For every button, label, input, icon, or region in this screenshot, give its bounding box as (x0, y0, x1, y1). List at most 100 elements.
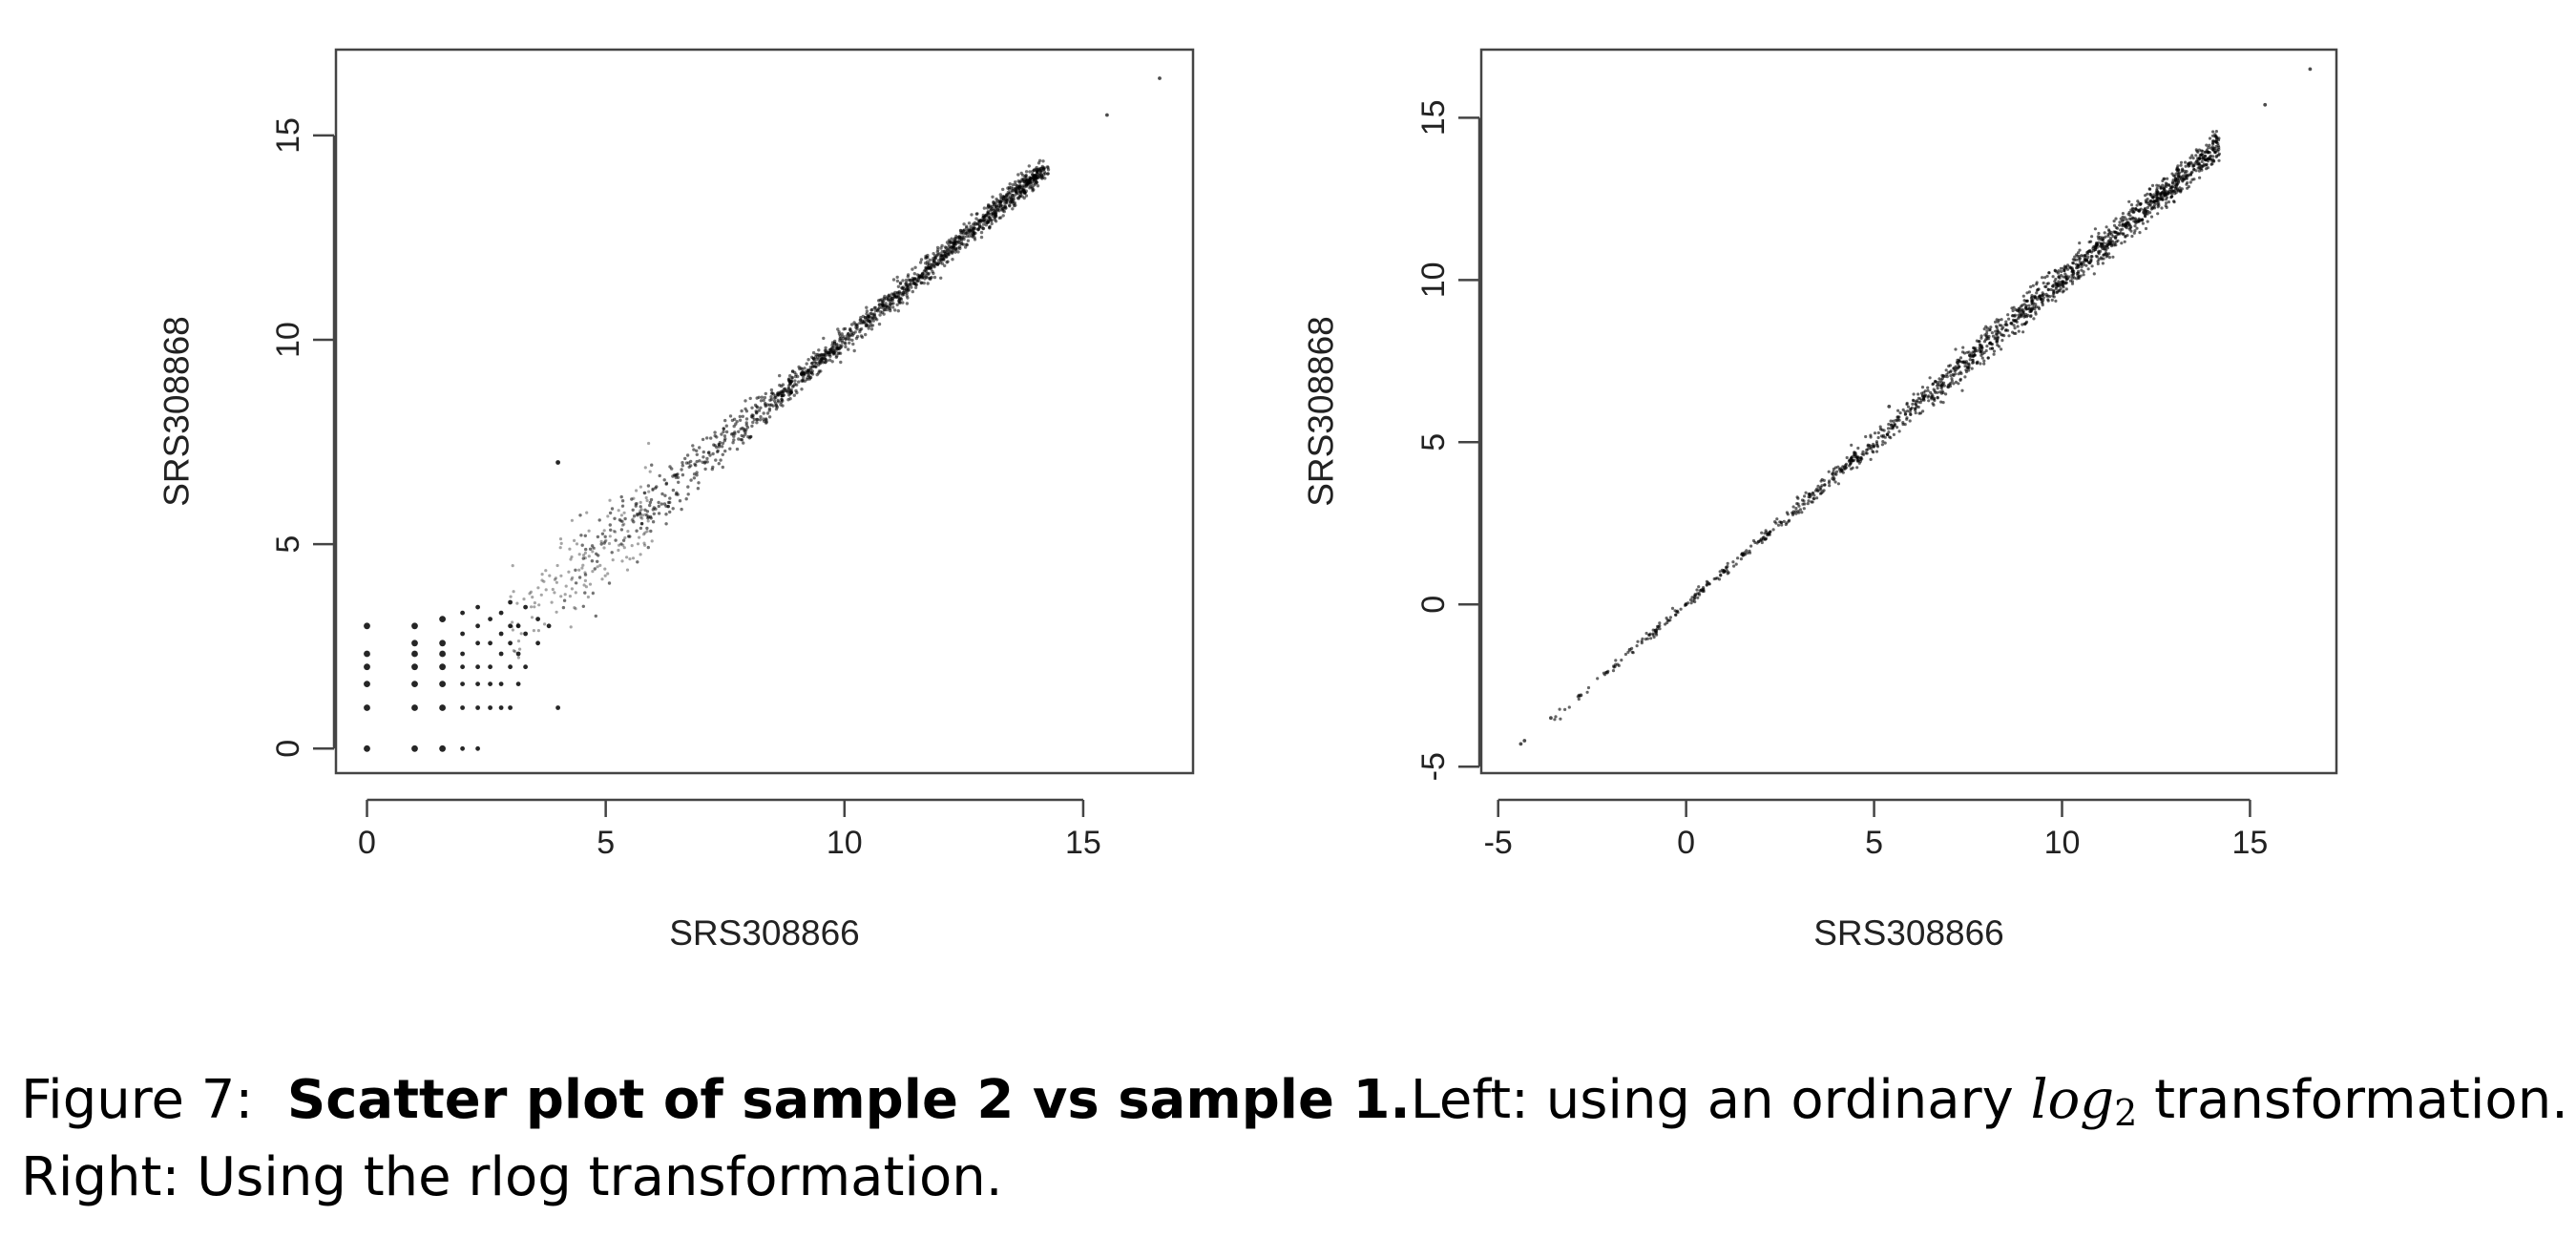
scatter-point (731, 441, 735, 445)
scatter-point (475, 745, 480, 751)
scatter-point (591, 570, 595, 574)
scatter-point (774, 403, 779, 407)
scatter-point (1916, 392, 1920, 396)
scatter-point (587, 529, 591, 533)
scatter-point (2120, 241, 2124, 245)
scatter-point (757, 409, 762, 412)
scatter-point (2046, 282, 2050, 285)
scatter-point (940, 249, 944, 254)
scatter-point (695, 473, 699, 477)
scatter-point (2173, 192, 2177, 196)
scatter-point (744, 409, 749, 413)
scatter-point (765, 411, 770, 415)
scatter-point (603, 567, 607, 571)
scatter-point (1785, 511, 1789, 514)
scatter-point (2135, 226, 2139, 230)
scatter-point (1690, 596, 1694, 599)
scatter-point (2084, 263, 2088, 267)
scatter-point (1017, 180, 1022, 184)
scatter-point (1856, 455, 1860, 459)
scatter-point (1004, 206, 1008, 210)
scatter-point (537, 603, 541, 607)
scatter-point (1011, 182, 1016, 187)
scatter-point (2051, 288, 2056, 293)
scatter-point (2086, 267, 2090, 271)
scatter-point (748, 396, 752, 401)
scatter-point (2037, 295, 2041, 299)
scatter-point (2062, 289, 2065, 293)
scatter-point (997, 216, 1001, 220)
scatter-point (2112, 220, 2116, 223)
scatter-point (737, 430, 741, 433)
x-tick-label: 15 (1065, 825, 1101, 861)
scatter-point (569, 557, 573, 561)
scatter-point (678, 499, 682, 503)
scatter-point (498, 681, 504, 686)
scatter-point (619, 528, 624, 532)
scatter-point (646, 516, 650, 520)
scatter-point (2080, 264, 2084, 268)
scatter-point (953, 246, 958, 250)
scatter-point (2121, 212, 2125, 216)
scatter-point (788, 374, 792, 378)
scatter-point (890, 292, 894, 296)
scatter-point (1046, 166, 1050, 170)
scatter-point (867, 314, 870, 318)
scatter-point (664, 482, 668, 486)
scatter-point (623, 535, 627, 540)
scatter-point (880, 303, 885, 306)
scatter-point (895, 279, 900, 283)
scatter-point (651, 520, 656, 524)
scatter-point (1929, 390, 1933, 394)
scatter-point (583, 578, 588, 583)
caption-left-text-end: transformation. (2154, 1069, 2568, 1131)
scatter-point (1937, 377, 1941, 381)
scatter-point (573, 606, 576, 610)
scatter-point (1626, 650, 1630, 655)
scatter-point (2105, 225, 2108, 229)
scatter-point (2136, 199, 2140, 203)
scatter-point (1812, 496, 1815, 500)
scatter-point (735, 420, 739, 424)
scatter-point (840, 332, 844, 336)
scatter-point (1935, 380, 1938, 384)
scatter-point (488, 617, 492, 621)
scatter-point (858, 318, 862, 322)
scatter-point (964, 231, 968, 236)
scatter-point (1567, 705, 1571, 709)
scatter-point (810, 365, 815, 369)
scatter-point (1020, 178, 1024, 181)
scatter-point (2195, 162, 2199, 166)
scatter-point (2035, 283, 2039, 286)
y-axis-title: SRS308868 (157, 316, 197, 507)
scatter-point (811, 350, 816, 355)
scatter-point (746, 434, 750, 439)
scatter-point (1950, 379, 1954, 383)
scatter-point (639, 521, 644, 526)
scatter-point (2032, 317, 2036, 321)
scatter-point (759, 415, 763, 419)
scatter-point (2190, 178, 2194, 181)
scatter-point (551, 587, 555, 592)
scatter-point (671, 488, 676, 493)
scatter-point (2102, 236, 2105, 240)
scatter-point (910, 285, 913, 289)
scatter-point (892, 295, 897, 299)
scatter-point (939, 276, 943, 280)
scatter-point (364, 622, 370, 630)
scatter-point (740, 409, 743, 413)
scatter-point (2078, 241, 2082, 245)
scatter-point (749, 434, 753, 439)
scatter-point (2211, 155, 2215, 158)
scatter-point (1905, 416, 1909, 420)
scatter-point (1898, 411, 1902, 415)
scatter-point (1954, 380, 1958, 384)
scatter-point (872, 305, 877, 310)
scatter-point (2189, 160, 2193, 164)
scatter-point (1955, 361, 1959, 365)
scatter-point (885, 307, 890, 312)
scatter-point (2203, 163, 2207, 167)
scatter-point (2068, 279, 2073, 283)
scatter-point (1881, 433, 1885, 437)
scatter-point (1918, 411, 1923, 415)
